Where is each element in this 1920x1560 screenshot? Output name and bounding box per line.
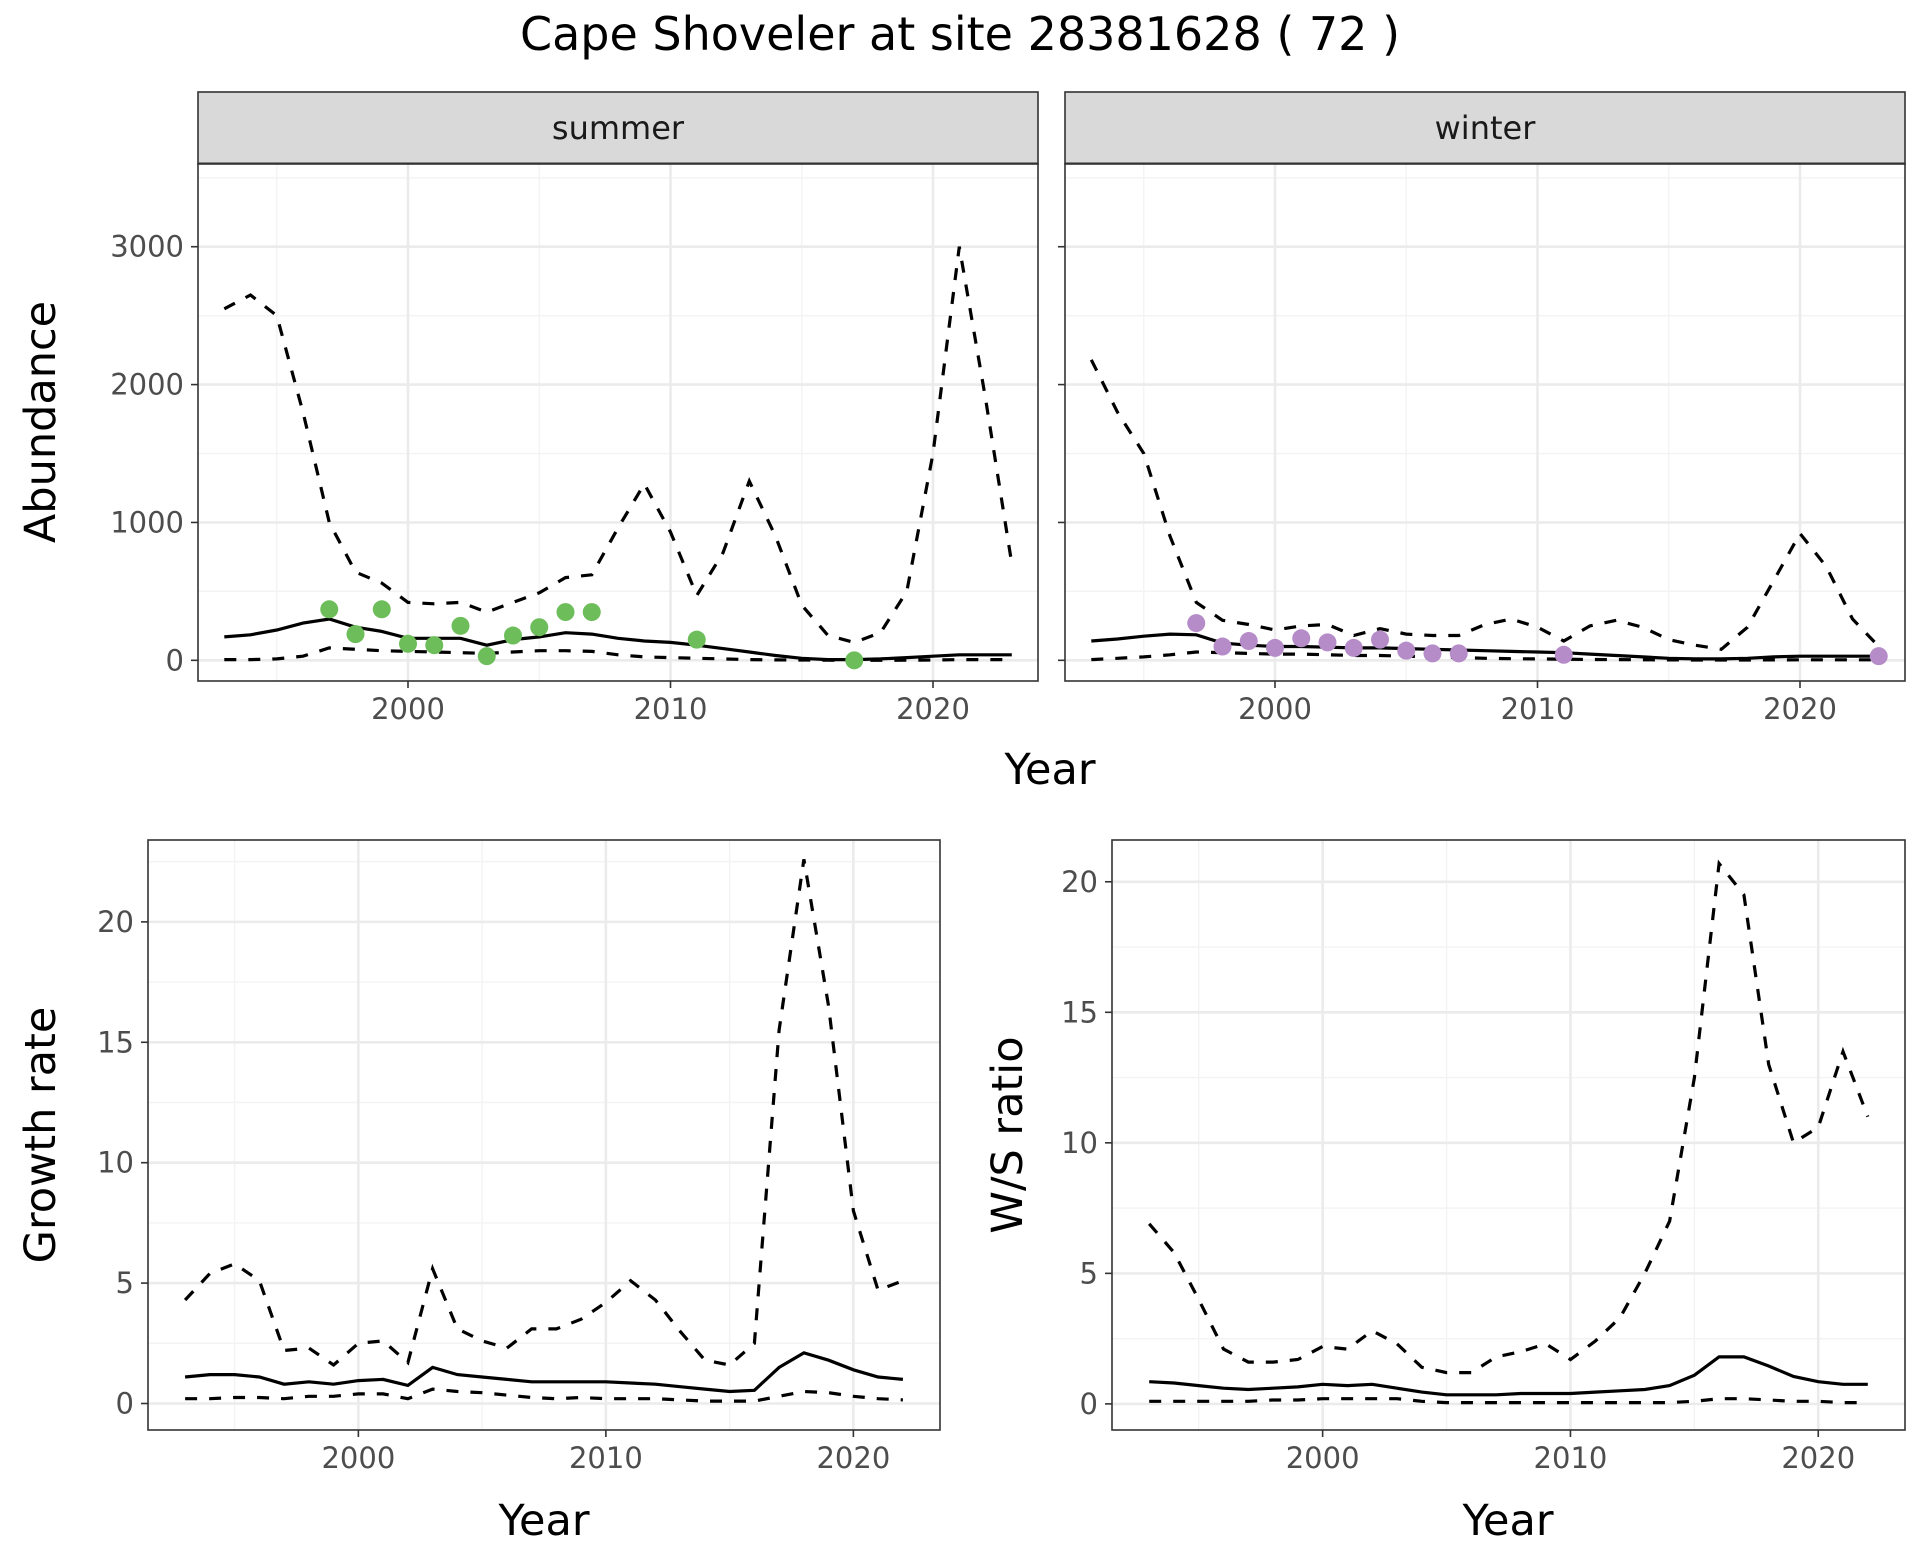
x-axis-title: Year <box>1461 1496 1553 1546</box>
x-tick-label: 2000 <box>321 1441 395 1475</box>
data-point <box>1371 630 1389 649</box>
data-point <box>1344 638 1363 657</box>
y-axis-title: Abundance <box>16 301 66 543</box>
data-point <box>1213 637 1232 656</box>
data-point <box>687 630 706 649</box>
main-title: Cape Shoveler at site 28381628 ( 72 ) <box>520 7 1400 61</box>
series-line-mean <box>184 1351 904 1394</box>
panel-border <box>147 839 941 1431</box>
data-point <box>556 603 575 622</box>
data-point <box>1449 644 1468 663</box>
data-point <box>477 647 496 666</box>
y-tick-label: 5 <box>1080 1256 1098 1290</box>
data-point <box>320 600 339 619</box>
y-tick-label: 10 <box>97 1146 134 1180</box>
y-tick-label: 2000 <box>110 368 184 402</box>
data-point <box>1869 647 1888 666</box>
x-tick-label: 2020 <box>1781 1441 1855 1475</box>
y-tick-label: 0 <box>1080 1387 1098 1421</box>
facet-label: winter <box>1435 109 1537 147</box>
panel-3: 2000 2010 2020 0 5 10 15 20 Growth rate Year <box>16 839 941 1546</box>
y-tick-label: 0 <box>166 643 184 677</box>
data-point <box>1187 614 1206 633</box>
data-point <box>845 651 864 670</box>
data-point <box>1554 645 1573 664</box>
y-tick-label: 15 <box>1061 995 1098 1029</box>
y-tick-label: 1000 <box>110 505 184 539</box>
y-tick-label: 20 <box>1061 865 1098 899</box>
data-point <box>346 625 365 644</box>
facet-strip <box>197 91 1039 165</box>
data-point <box>1266 638 1284 657</box>
y-tick-label: 10 <box>1061 1126 1098 1160</box>
x-tick-label: 2020 <box>896 692 970 726</box>
data-point <box>372 600 391 619</box>
x-tick-label: 2010 <box>1534 1441 1608 1475</box>
series-line-lower <box>185 1387 903 1403</box>
x-tick-label: 2010 <box>569 1441 643 1475</box>
data-point <box>582 603 601 622</box>
series-line-upper <box>183 859 904 1368</box>
data-point <box>1292 629 1311 648</box>
y-tick-label: 3000 <box>110 230 184 264</box>
series-line-upper <box>1089 359 1880 651</box>
panel-4: 2000 2010 2020 0 5 10 15 20 W/S ratio Year <box>983 839 1906 1546</box>
x-axis-title: Year <box>497 1496 589 1546</box>
panel-border <box>1064 163 1906 682</box>
panel-border <box>1111 839 1906 1431</box>
data-point <box>1239 632 1258 651</box>
panel-border <box>197 163 1039 682</box>
facet-label: summer <box>552 109 685 147</box>
plot-area <box>1112 840 1905 1430</box>
panel-1: summer 2000 2010 2020 0 1000 2000 3000 Abundance <box>16 91 1039 726</box>
x-tick-label: 2020 <box>1763 692 1837 726</box>
data-point <box>451 616 470 635</box>
data-point <box>399 634 417 653</box>
series-line-lower <box>224 646 1012 662</box>
plot-area <box>148 840 940 1430</box>
y-axis-title: Growth rate <box>16 1007 66 1264</box>
data-point <box>425 636 444 655</box>
x-tick-label: 2010 <box>1501 692 1575 726</box>
x-tick-label: 2020 <box>816 1441 890 1475</box>
x-tick-label: 2000 <box>371 692 445 726</box>
plot-area <box>198 164 1038 681</box>
y-tick-label: 0 <box>116 1387 134 1421</box>
y-tick-label: 5 <box>116 1266 134 1300</box>
y-tick-label: 15 <box>97 1025 134 1059</box>
y-tick-label: 20 <box>97 905 134 939</box>
data-point <box>1423 644 1442 663</box>
series-line-upper <box>1147 859 1870 1375</box>
y-axis-title: W/S ratio <box>983 1036 1033 1233</box>
data-point <box>1318 633 1337 652</box>
series-line-mean <box>1149 1355 1868 1397</box>
shared-x-axis-title: Year <box>1003 745 1095 795</box>
data-point <box>504 626 522 645</box>
plot-area <box>1065 164 1905 681</box>
panel-2: winter 2000 2010 2020 <box>1058 91 1906 726</box>
x-tick-label: 2000 <box>1238 692 1312 726</box>
x-tick-label: 2000 <box>1286 1441 1360 1475</box>
x-tick-label: 2010 <box>634 692 708 726</box>
data-point <box>530 618 549 637</box>
data-point <box>1397 641 1416 660</box>
